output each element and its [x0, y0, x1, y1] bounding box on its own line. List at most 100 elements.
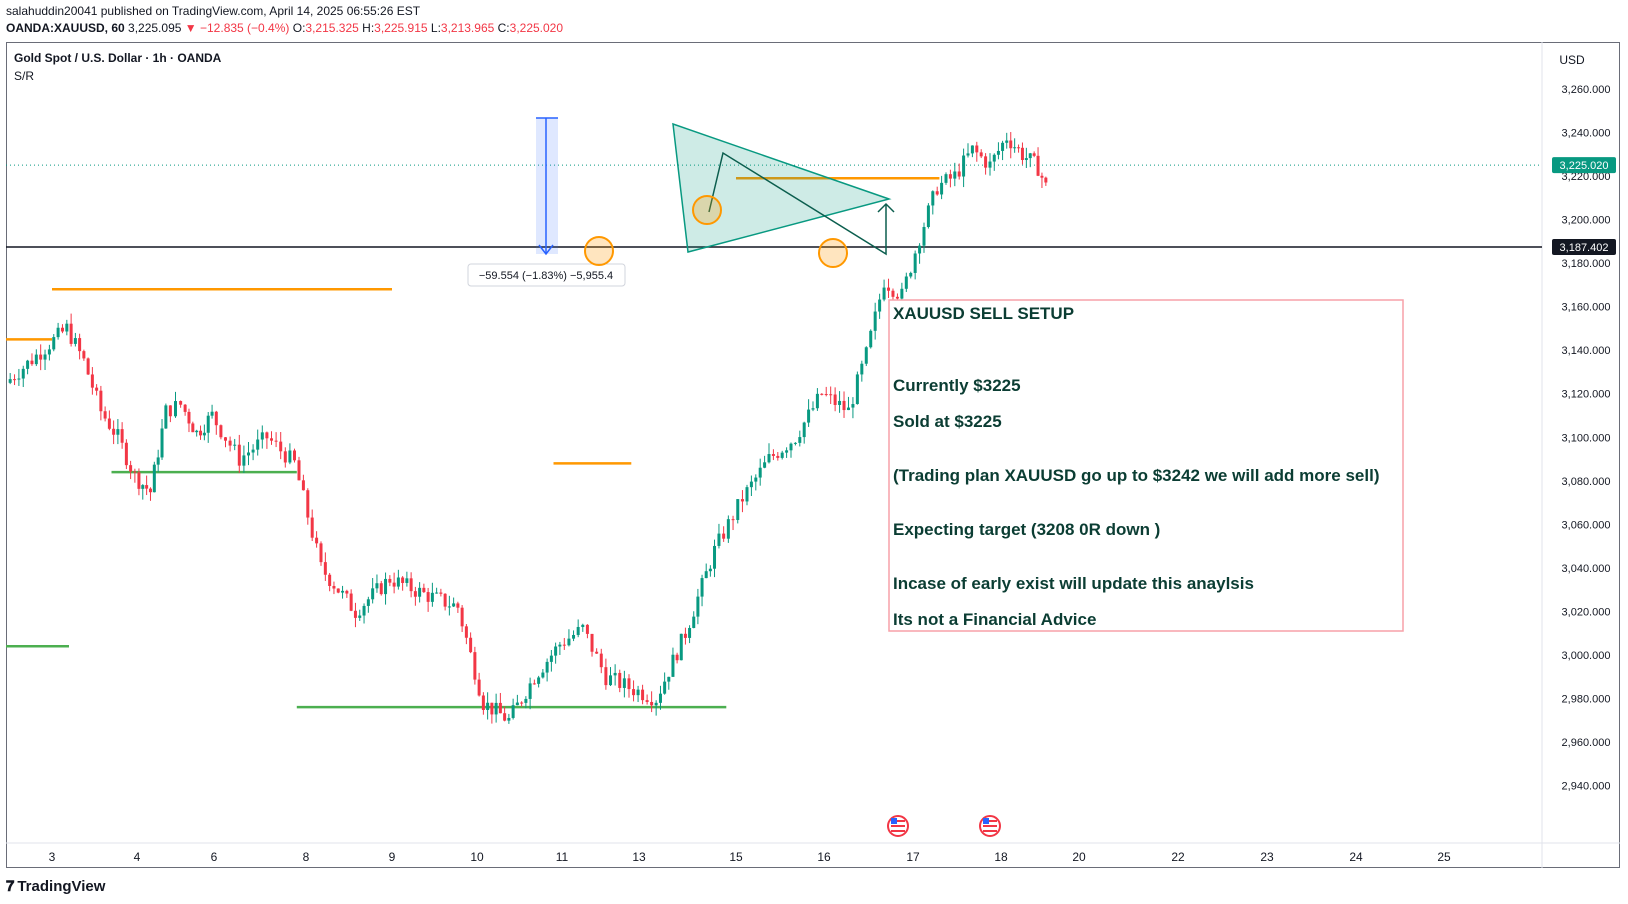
- candle-body: [460, 607, 464, 627]
- candle-body: [979, 152, 983, 157]
- candle-body: [422, 587, 426, 593]
- change-value: −12.835 (−0.4%): [200, 21, 290, 35]
- candle-body: [26, 360, 30, 369]
- candle-body: [210, 411, 214, 416]
- candle-body: [99, 390, 103, 412]
- candle-body: [829, 394, 833, 396]
- measure-tool[interactable]: −59.554 (−1.83%) −5,955.4: [467, 117, 626, 287]
- candle-body: [922, 226, 926, 246]
- candle-body: [650, 701, 654, 706]
- candle-body: [675, 654, 679, 661]
- x-tick-label: 16: [817, 850, 831, 864]
- candle-body: [878, 299, 882, 312]
- candle-body: [935, 191, 939, 195]
- candle-body: [315, 537, 319, 544]
- y-axis[interactable]: 3,260.000 3,240.000 3,220.000 3,200.000 3,18…: [1562, 84, 1611, 793]
- tradingview-logo[interactable]: 𝟕 TradingView: [6, 878, 105, 895]
- note-title: XAUUSD SELL SETUP: [893, 304, 1074, 323]
- current-price-badge: 3,225.020: [1552, 157, 1616, 174]
- chart-frame[interactable]: [6, 42, 1620, 868]
- highlight-circle-2[interactable]: [692, 195, 722, 225]
- candle-body: [1036, 155, 1040, 176]
- candle-body: [749, 481, 753, 488]
- candle-body: [183, 404, 187, 412]
- candle-body: [233, 444, 237, 446]
- candle-body: [120, 429, 124, 443]
- candle-body: [69, 323, 73, 344]
- candle-body: [948, 174, 952, 179]
- candle-body: [1009, 140, 1013, 149]
- candle-body: [145, 485, 149, 489]
- candle-body: [490, 702, 494, 715]
- us-flag-event-icon[interactable]: [887, 815, 909, 837]
- candle-body: [992, 154, 996, 162]
- candle-body: [658, 693, 662, 703]
- candle-body: [21, 368, 25, 379]
- candle-body: [1020, 147, 1024, 161]
- candle-body: [996, 150, 1000, 155]
- candle-body: [362, 605, 366, 616]
- candle-body: [481, 695, 485, 710]
- publish-line: salahuddin20041 published on TradingView…: [6, 4, 421, 18]
- candle-body: [507, 717, 511, 721]
- candle-body: [953, 171, 957, 179]
- candle-body: [202, 432, 206, 436]
- highlight-circle-1[interactable]: [584, 236, 614, 266]
- candle-body: [47, 349, 51, 355]
- us-flag-event-icon[interactable]: [979, 815, 1001, 837]
- candle-body: [515, 702, 519, 706]
- sell-setup-note[interactable]: XAUUSD SELL SETUP Currently $3225 Sold a…: [888, 299, 1404, 632]
- note-line: Its not a Financial Advice: [893, 610, 1096, 629]
- candle-body: [52, 337, 56, 350]
- candle-body: [641, 689, 645, 701]
- candle-body: [375, 583, 379, 589]
- candle-body: [319, 543, 323, 563]
- candle-body: [882, 287, 886, 300]
- candle-body: [82, 351, 86, 359]
- x-axis[interactable]: 3 4 6 8 9 10 11 13 15 16 17 18 20 22 23 24 25: [49, 850, 1451, 864]
- candle-body: [855, 374, 859, 405]
- candle-body: [966, 153, 970, 156]
- candle-body: [297, 460, 301, 481]
- measure-range-box: [536, 118, 558, 254]
- candle-body: [975, 145, 979, 153]
- candle-body: [242, 455, 246, 466]
- candle-body: [168, 405, 172, 417]
- candle-body: [824, 394, 828, 396]
- projection-path[interactable]: [708, 151, 887, 256]
- candle-body: [558, 644, 562, 647]
- y-tick-label: 3,200.000: [1562, 215, 1611, 227]
- candle-body: [345, 590, 349, 594]
- candle-body: [371, 588, 375, 600]
- candle-body: [780, 452, 784, 458]
- candle-body: [224, 437, 227, 441]
- highlight-circle-3[interactable]: [818, 238, 848, 268]
- candle-body: [73, 338, 77, 344]
- candle-body: [581, 624, 585, 627]
- candle-body: [447, 606, 451, 608]
- indicator-label: S/R: [14, 69, 34, 83]
- candle-body: [815, 393, 819, 409]
- candle-body: [401, 577, 405, 583]
- x-tick-label: 23: [1260, 850, 1274, 864]
- x-tick-label: 18: [994, 850, 1008, 864]
- candle-body: [940, 182, 944, 195]
- down-arrow-icon: ▼: [184, 21, 197, 35]
- candle-body: [913, 253, 917, 273]
- candle-body: [17, 378, 21, 380]
- candle-body: [251, 449, 255, 453]
- candle-body: [473, 652, 477, 680]
- candle-body: [86, 358, 90, 375]
- candle-body: [498, 702, 502, 714]
- triangle-pattern[interactable]: [672, 122, 892, 253]
- candle-body: [306, 490, 310, 518]
- candle-body: [418, 587, 422, 597]
- candle-body: [379, 583, 383, 595]
- candle-body: [696, 596, 700, 617]
- candle-body: [713, 545, 717, 569]
- candle-body: [274, 440, 278, 442]
- candle-body: [301, 480, 305, 491]
- candle-body: [137, 472, 141, 489]
- ohlc-legend: OANDA:XAUUSD, 60 3,225.095 ▼ −12.835 (−0…: [6, 21, 563, 35]
